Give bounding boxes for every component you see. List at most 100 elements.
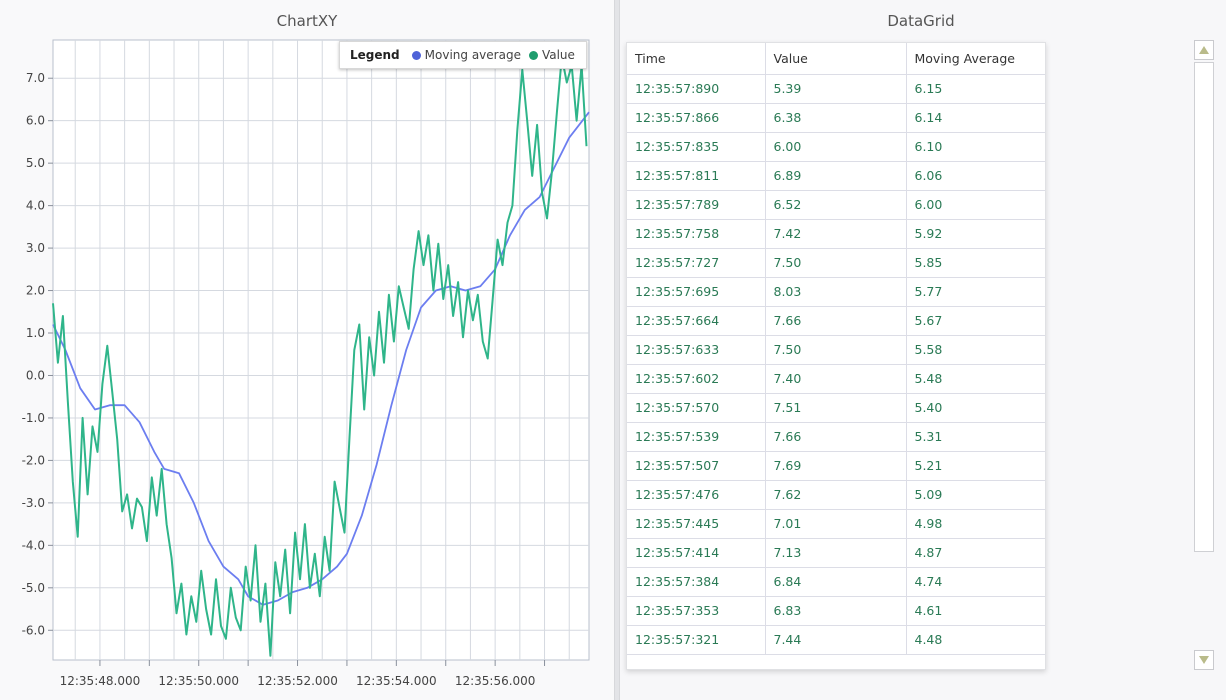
table-row[interactable]: 12:35:57:507 7.69 5.21: [627, 451, 1045, 481]
chart-panel: ChartXY 7.0 6.0 5.0 4.0 3.0 2.0 1.0 0.0 -1.0 -2.0…: [0, 0, 614, 700]
cell-time: 12:35:57:695: [627, 277, 766, 307]
column-header-moving-average[interactable]: Moving Average: [906, 43, 1045, 75]
triangle-up-icon: [1199, 46, 1209, 54]
cell-moving-average: 5.85: [906, 248, 1045, 278]
cell-time: 12:35:57:384: [627, 567, 766, 597]
cell-value: 7.51: [765, 393, 907, 423]
vertical-scrollbar[interactable]: [1194, 40, 1214, 670]
table-row[interactable]: 12:35:57:321 7.44 4.48: [627, 625, 1045, 655]
cell-time: 12:35:57:758: [627, 219, 766, 249]
cell-time: 12:35:57:353: [627, 596, 766, 626]
table-row[interactable]: 12:35:57:664 7.66 5.67: [627, 306, 1045, 336]
tick-labels: 7.0 6.0 5.0 4.0 3.0 2.0 1.0 0.0 -1.0 -2.0 -3.0 -4.0…: [22, 71, 536, 688]
y-tick-label: 2.0: [26, 284, 45, 298]
cell-moving-average: 4.61: [906, 596, 1045, 626]
moving-average-line[interactable]: [52, 111, 590, 606]
legend-moving-average-dot-icon: [411, 50, 421, 60]
cell-value: 8.03: [765, 277, 907, 307]
table-row[interactable]: 12:35:57:758 7.42 5.92: [627, 219, 1045, 249]
cell-time: 12:35:57:727: [627, 248, 766, 278]
legend-value-dot-icon: [528, 50, 538, 60]
cell-value: 5.39: [765, 74, 907, 104]
column-header-value[interactable]: Value: [765, 43, 907, 75]
cell-moving-average: 4.74: [906, 567, 1045, 597]
cell-moving-average: 5.67: [906, 306, 1045, 336]
cell-time: 12:35:57:890: [627, 74, 766, 104]
series-layer: [52, 56, 590, 657]
cell-moving-average: 5.09: [906, 480, 1045, 510]
datagrid-panel: DataGrid Time Value Moving Average 12:35…: [620, 0, 1226, 700]
table-row[interactable]: 12:35:57:633 7.50 5.58: [627, 335, 1045, 365]
cell-moving-average: 6.06: [906, 161, 1045, 191]
cell-value: 6.38: [765, 103, 907, 133]
y-tick-label: 3.0: [26, 241, 45, 255]
table-row[interactable]: 12:35:57:353 6.83 4.61: [627, 596, 1045, 626]
table-row[interactable]: 12:35:57:384 6.84 4.74: [627, 567, 1045, 597]
value-line[interactable]: [52, 56, 588, 657]
chart-title: ChartXY: [276, 12, 338, 30]
table-row[interactable]: 12:35:57:602 7.40 5.48: [627, 364, 1045, 394]
y-tick-label: 7.0: [26, 71, 45, 85]
legend-entry-value[interactable]: Value: [528, 48, 575, 62]
panel-splitter[interactable]: [614, 0, 620, 700]
cell-time: 12:35:57:789: [627, 190, 766, 220]
cell-time: 12:35:57:811: [627, 161, 766, 191]
cell-moving-average: 4.98: [906, 509, 1045, 539]
cell-value: 6.89: [765, 161, 907, 191]
scroll-up-button[interactable]: [1194, 40, 1214, 60]
legend-entry-moving-average[interactable]: Moving average: [411, 48, 521, 62]
table-row[interactable]: 12:35:57:835 6.00 6.10: [627, 132, 1045, 162]
table-row[interactable]: 12:35:57:890 5.39 6.15: [627, 74, 1045, 104]
cell-time: 12:35:57:835: [627, 132, 766, 162]
cell-value: 7.44: [765, 625, 907, 655]
table-row[interactable]: 12:35:57:414 7.13 4.87: [627, 538, 1045, 568]
table-row[interactable]: 12:35:57:695 8.03 5.77: [627, 277, 1045, 307]
cell-time: 12:35:57:570: [627, 393, 766, 423]
table-row[interactable]: 12:35:57:727 7.50 5.85: [627, 248, 1045, 278]
cell-time: 12:35:57:539: [627, 422, 766, 452]
scroll-thumb[interactable]: [1194, 62, 1214, 552]
cell-value: 7.01: [765, 509, 907, 539]
table-row[interactable]: 12:35:57:811 6.89 6.06: [627, 161, 1045, 191]
line-chart[interactable]: 7.0 6.0 5.0 4.0 3.0 2.0 1.0 0.0 -1.0 -2.0 -3.0 -4.0…: [0, 0, 614, 700]
cell-time: 12:35:57:414: [627, 538, 766, 568]
cell-moving-average: 5.92: [906, 219, 1045, 249]
x-tick-label: 12:35:56.000: [455, 674, 536, 688]
cell-time: 12:35:57:321: [627, 625, 766, 655]
cell-moving-average: 6.15: [906, 74, 1045, 104]
scroll-down-button[interactable]: [1194, 650, 1214, 670]
datagrid-title: DataGrid: [887, 12, 955, 30]
cell-moving-average: 6.00: [906, 190, 1045, 220]
cell-time: 12:35:57:602: [627, 364, 766, 394]
table-row[interactable]: 12:35:57:445 7.01 4.98: [627, 509, 1045, 539]
y-tick-label: -6.0: [22, 623, 45, 637]
cell-time: 12:35:57:866: [627, 103, 766, 133]
triangle-down-icon: [1199, 656, 1209, 664]
cell-value: 7.62: [765, 480, 907, 510]
cell-moving-average: 4.48: [906, 625, 1045, 655]
legend-value-label: Value: [541, 48, 575, 62]
table-row[interactable]: 12:35:57:789 6.52 6.00: [627, 190, 1045, 220]
y-tick-label: -2.0: [22, 453, 45, 467]
y-tick-label: 1.0: [26, 326, 45, 340]
cell-value: 6.52: [765, 190, 907, 220]
cell-value: 7.69: [765, 451, 907, 481]
table-row[interactable]: 12:35:57:539 7.66 5.31: [627, 422, 1045, 452]
cell-moving-average: 5.40: [906, 393, 1045, 423]
legend-moving-average-label: Moving average: [424, 48, 521, 62]
x-tick-label: 12:35:54.000: [356, 674, 437, 688]
cell-value: 7.42: [765, 219, 907, 249]
cell-moving-average: 5.77: [906, 277, 1045, 307]
table-row[interactable]: 12:35:57:866 6.38 6.14: [627, 103, 1045, 133]
table-row[interactable]: 12:35:57:476 7.62 5.09: [627, 480, 1045, 510]
data-grid[interactable]: Time Value Moving Average 12:35:57:890 5.…: [626, 42, 1046, 670]
cell-value: 7.66: [765, 306, 907, 336]
y-tick-label: -4.0: [22, 538, 45, 552]
y-tick-label: 0.0: [26, 368, 45, 382]
y-tick-label: -3.0: [22, 496, 45, 510]
column-header-time[interactable]: Time: [627, 43, 766, 75]
x-tick-label: 12:35:52.000: [257, 674, 338, 688]
cell-value: 7.66: [765, 422, 907, 452]
cell-time: 12:35:57:507: [627, 451, 766, 481]
table-row[interactable]: 12:35:57:570 7.51 5.40: [627, 393, 1045, 423]
